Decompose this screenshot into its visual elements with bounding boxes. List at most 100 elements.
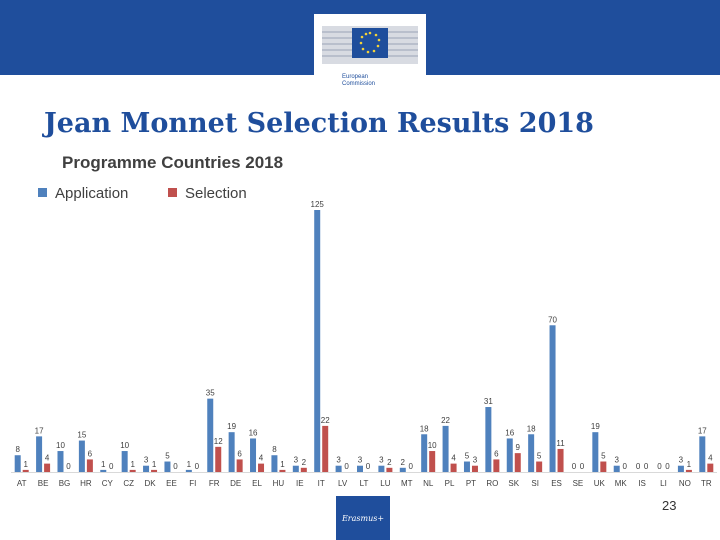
data-label-application-es: 70 [548, 315, 557, 324]
bar-application-si [528, 434, 535, 472]
bar-application-ro [485, 407, 492, 472]
tick-label-bg: BG [59, 479, 71, 488]
legend-swatch-application [38, 188, 47, 197]
page-number: 23 [662, 498, 677, 513]
data-label-selection-fr: 12 [214, 437, 223, 446]
tick-label-hu: HU [273, 479, 285, 488]
tick-label-is: IS [638, 479, 646, 488]
bar-application-mk [613, 465, 620, 472]
tick-label-nl: NL [423, 479, 434, 488]
data-label-selection-lu: 2 [387, 458, 392, 467]
data-label-application-lt: 3 [358, 456, 363, 465]
bar-application-lv [335, 465, 342, 472]
bar-selection-lu [386, 467, 393, 472]
data-label-selection-pt: 3 [473, 456, 478, 465]
bar-selection-uk [600, 461, 607, 472]
data-label-application-lv: 3 [336, 456, 341, 465]
legend-swatch-selection [168, 188, 177, 197]
legend-label-application: Application [55, 185, 129, 202]
bar-application-mt [399, 467, 406, 472]
data-label-selection-se: 0 [580, 462, 585, 471]
data-label-selection-uk: 5 [601, 452, 606, 461]
building-icon [322, 26, 418, 64]
data-label-application-it: 125 [311, 200, 325, 209]
tick-label-hr: HR [80, 479, 92, 488]
bar-selection-es [557, 448, 564, 472]
data-label-application-uk: 19 [591, 422, 600, 431]
tick-label-lu: LU [380, 479, 390, 488]
bar-application-tr [699, 436, 706, 472]
bar-application-ee [164, 461, 171, 472]
data-label-selection-hu: 1 [280, 460, 285, 469]
data-label-selection-nl: 10 [428, 441, 437, 450]
data-label-application-fr: 35 [206, 389, 215, 398]
data-label-selection-ro: 6 [494, 449, 499, 458]
data-label-selection-it: 22 [321, 416, 330, 425]
tick-label-fr: FR [209, 479, 220, 488]
bar-application-be [36, 436, 43, 472]
data-label-selection-pl: 4 [451, 454, 456, 463]
bar-application-fr [207, 398, 214, 472]
data-label-selection-mt: 0 [409, 462, 414, 471]
data-label-application-cy: 1 [101, 460, 106, 469]
tick-label-sk: SK [508, 479, 519, 488]
legend-item-application: Application [38, 185, 128, 202]
bar-selection-hr [86, 459, 93, 472]
data-label-selection-fi: 0 [195, 462, 200, 471]
bar-application-de [228, 432, 235, 472]
data-label-selection-ee: 0 [173, 462, 178, 471]
data-label-application-pl: 22 [441, 416, 450, 425]
bar-selection-hu [279, 469, 286, 472]
chart-title: Programme Countries 2018 [62, 153, 284, 172]
bar-application-pt [463, 461, 470, 472]
data-label-selection-li: 0 [665, 462, 670, 471]
bar-selection-at [22, 469, 29, 472]
data-label-selection-mk: 0 [623, 462, 628, 471]
logo-text: European Commission [342, 74, 376, 87]
tick-label-mk: MK [615, 479, 628, 488]
bar-selection-pt [471, 465, 478, 472]
bar-application-bg [57, 451, 64, 472]
data-label-application-tr: 17 [698, 426, 707, 435]
data-label-application-si: 18 [527, 424, 536, 433]
bar-application-uk [592, 432, 599, 472]
data-label-selection-be: 4 [45, 454, 50, 463]
data-label-application-mk: 3 [615, 456, 620, 465]
bar-selection-no [685, 469, 692, 472]
bar-application-dk [143, 465, 150, 472]
data-label-selection-tr: 4 [708, 454, 713, 463]
data-label-application-at: 8 [15, 445, 20, 454]
tick-label-be: BE [38, 479, 49, 488]
bar-selection-sk [514, 453, 521, 472]
tick-label-lt: LT [360, 479, 369, 488]
data-label-selection-ie: 2 [302, 458, 307, 467]
data-label-selection-cz: 1 [130, 460, 135, 469]
data-label-selection-lv: 0 [344, 462, 349, 471]
data-label-application-no: 3 [679, 456, 684, 465]
european-commission-logo: European Commission [314, 14, 426, 98]
data-label-selection-de: 6 [237, 449, 242, 458]
bar-application-el [250, 438, 257, 472]
data-label-selection-hr: 6 [88, 449, 93, 458]
tick-label-li: LI [660, 479, 667, 488]
data-label-selection-es: 11 [556, 439, 565, 448]
bar-application-hr [78, 440, 85, 472]
legend-item-selection: Selection [168, 185, 247, 202]
bar-selection-tr [707, 463, 714, 472]
tick-label-pt: PT [466, 479, 476, 488]
data-label-selection-no: 1 [687, 460, 692, 469]
data-label-application-nl: 18 [420, 424, 429, 433]
tick-label-mt: MT [401, 479, 413, 488]
tick-label-es: ES [551, 479, 562, 488]
tick-label-ro: RO [486, 479, 498, 488]
tick-label-si: SI [531, 479, 539, 488]
data-label-application-be: 17 [35, 426, 44, 435]
tick-label-dk: DK [144, 479, 156, 488]
bar-application-lt [357, 465, 363, 472]
tick-label-fi: FI [189, 479, 196, 488]
bar-selection-fr [215, 446, 222, 472]
erasmus-logo-text: Erasmus+ [341, 514, 385, 523]
data-label-selection-dk: 1 [152, 460, 157, 469]
data-label-application-pt: 5 [465, 452, 470, 461]
bar-application-at [14, 455, 21, 472]
